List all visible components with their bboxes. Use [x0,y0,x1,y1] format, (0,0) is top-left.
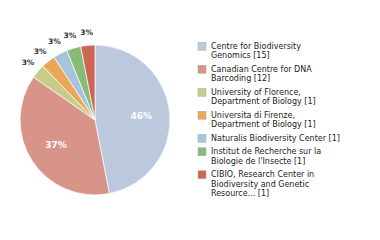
legend-swatch [198,42,206,50]
legend-item: Institut de Recherche sur laBiologie de … [198,147,321,166]
legend-item: CIBIO, Research Center inBiodiversity an… [198,170,314,198]
legend: Centre for BiodiversityGenomics [15] Cana… [198,42,340,199]
legend-item: Centre for BiodiversityGenomics [15] [198,42,301,61]
legend-swatch [198,111,206,119]
legend-swatch [198,134,206,142]
data-label: 46% [131,111,153,121]
chart: 46%37%3%3%3%3%3%Centre for BiodiversityG… [0,0,380,240]
data-label: 3% [34,47,47,56]
legend-swatch [198,171,206,179]
legend-swatch [198,148,206,156]
data-label: 3% [80,28,93,37]
data-label: 3% [22,58,35,67]
legend-item: Canadian Centre for DNABarcoding [12] [198,65,312,84]
legend-swatch [198,88,206,96]
legend-label: Universita di Firenze,Department of Biol… [211,111,316,130]
pie [20,45,170,195]
legend-label: University of Florence,Department of Bio… [211,88,316,107]
legend-item: University of Florence,Department of Bio… [198,88,316,107]
legend-label: Centre for BiodiversityGenomics [15] [211,42,301,61]
legend-swatch [198,65,206,73]
legend-item: Naturalis Biodiversity Center [1] [198,134,340,143]
legend-item: Universita di Firenze,Department of Biol… [198,111,316,130]
legend-label: Canadian Centre for DNABarcoding [12] [211,65,312,84]
data-label: 37% [45,140,67,150]
data-label: 3% [48,37,61,46]
pie-slice [81,45,95,120]
legend-label: CIBIO, Research Center inBiodiversity an… [211,170,314,198]
pie-slice [95,45,170,194]
data-label: 3% [64,31,77,40]
legend-label: Institut de Recherche sur laBiologie de … [211,147,321,166]
legend-label: Naturalis Biodiversity Center [1] [211,134,340,143]
data-labels: 46%37%3%3%3%3%3% [22,28,152,150]
